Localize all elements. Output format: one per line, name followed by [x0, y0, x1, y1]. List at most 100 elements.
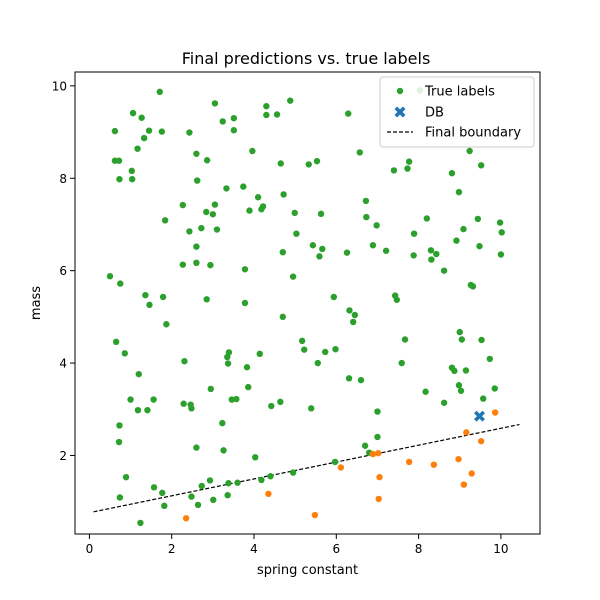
- point-green: [462, 367, 470, 374]
- point-green: [246, 207, 253, 214]
- legend-db-x: [394, 106, 406, 118]
- point-green: [198, 224, 205, 232]
- point-green: [456, 328, 463, 336]
- point-green: [305, 161, 312, 168]
- point-green: [433, 250, 440, 258]
- point-green: [427, 247, 435, 254]
- point-green: [219, 419, 226, 427]
- point-green: [440, 267, 448, 274]
- point-green: [346, 307, 353, 314]
- point-green: [186, 228, 193, 235]
- point-orange: [468, 470, 475, 477]
- point-green: [374, 433, 381, 441]
- point-green: [150, 396, 157, 403]
- point-green: [203, 208, 210, 216]
- point-green: [476, 242, 483, 250]
- x-axis-label: spring constant: [257, 563, 358, 578]
- point-green: [241, 299, 249, 307]
- point-green: [111, 127, 119, 135]
- point-green: [128, 175, 136, 183]
- point-green: [263, 111, 270, 119]
- x-axis-ticks: 0 2 4 6 8 10: [86, 534, 509, 556]
- point-green: [477, 162, 485, 169]
- legend-label-boundary: Final boundary: [425, 126, 521, 141]
- x-tick-label: 6: [332, 542, 340, 556]
- point-green: [179, 261, 187, 268]
- db-layer: [474, 410, 485, 422]
- point-green: [351, 311, 359, 319]
- point-green: [345, 110, 352, 117]
- point-orange: [405, 458, 413, 466]
- point-green: [224, 491, 231, 499]
- point-green: [122, 473, 130, 481]
- point-orange: [491, 409, 499, 416]
- point-green: [159, 489, 166, 497]
- point-orange: [182, 515, 190, 522]
- point-green: [234, 479, 241, 486]
- point-orange: [311, 511, 319, 519]
- db-marker: [474, 410, 485, 422]
- point-green: [225, 479, 232, 487]
- point-green: [293, 230, 300, 237]
- point-green: [230, 127, 238, 134]
- point-green: [156, 88, 163, 96]
- point-green: [134, 145, 141, 152]
- point-green: [393, 296, 400, 303]
- legend-label-true-labels: True labels: [424, 85, 495, 100]
- x-tick-label: 4: [250, 542, 258, 556]
- point-green: [138, 114, 145, 121]
- point-green: [203, 157, 211, 164]
- legend-box: [379, 76, 535, 148]
- point-green: [405, 158, 413, 165]
- point-green: [194, 177, 201, 184]
- point-green: [207, 385, 214, 393]
- point-green: [480, 395, 487, 402]
- point-orange: [376, 473, 383, 481]
- point-orange: [430, 461, 438, 468]
- point-green: [252, 454, 259, 461]
- chart-title: Final predictions vs. true labels: [182, 49, 431, 68]
- point-green: [230, 115, 238, 122]
- point-green: [112, 338, 120, 346]
- point-orange: [375, 495, 382, 503]
- point-green: [422, 388, 429, 395]
- point-green: [404, 165, 411, 172]
- point-green: [186, 129, 193, 136]
- point-green: [254, 194, 262, 201]
- point-green: [314, 359, 321, 367]
- x-tick-label: 8: [415, 542, 423, 556]
- point-green: [357, 376, 365, 384]
- point-green: [128, 167, 135, 175]
- y-tick-label: 6: [59, 264, 67, 278]
- point-green: [369, 242, 377, 249]
- point-green: [309, 242, 317, 249]
- point-green: [401, 336, 409, 343]
- point-green: [287, 97, 294, 104]
- point-green: [258, 476, 265, 484]
- point-green: [121, 350, 128, 357]
- y-axis-label: mass: [29, 286, 44, 320]
- point-green: [332, 346, 339, 353]
- point-green: [460, 225, 467, 233]
- point-green: [188, 405, 195, 412]
- point-green: [267, 473, 274, 480]
- point-green: [308, 405, 315, 412]
- point-green: [117, 280, 124, 287]
- point-green: [298, 337, 306, 345]
- point-green: [474, 215, 482, 223]
- point-orange: [337, 464, 345, 471]
- plot-area: [75, 72, 540, 534]
- point-green: [263, 102, 270, 110]
- point-green: [115, 438, 123, 446]
- point-green: [373, 222, 380, 229]
- point-green: [135, 370, 142, 378]
- point-green: [498, 229, 505, 236]
- point-green: [382, 247, 390, 254]
- point-green: [486, 355, 493, 363]
- point-green: [496, 219, 504, 226]
- point-green: [203, 296, 210, 303]
- point-green: [259, 203, 267, 210]
- point-green: [331, 458, 339, 466]
- point-green: [207, 261, 214, 269]
- point-green: [161, 217, 169, 224]
